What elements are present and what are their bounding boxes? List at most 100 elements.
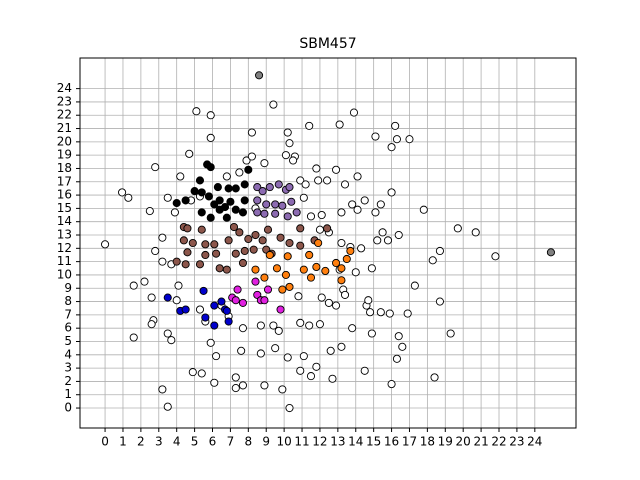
point (129, 281, 138, 290)
point (387, 188, 396, 197)
point (260, 381, 269, 390)
point (206, 133, 215, 142)
point (337, 264, 346, 273)
point (244, 165, 253, 174)
point (260, 159, 269, 168)
point (353, 205, 362, 214)
ticks: 0 1 2 3 4 5 6 7 8 9 10 11 12 13 14 15 16 17 18 19 20 21 22 23 24… (57, 81, 543, 448)
point (183, 224, 192, 233)
point (210, 378, 219, 387)
point (197, 188, 206, 197)
point (174, 281, 183, 290)
point (226, 197, 235, 206)
x-tick-label: 8 (244, 435, 252, 449)
point (258, 236, 267, 245)
point (190, 187, 199, 196)
point (215, 264, 224, 273)
point (378, 228, 387, 237)
point (317, 211, 326, 220)
point (201, 250, 210, 260)
point (306, 273, 316, 282)
point (276, 233, 285, 242)
point (314, 238, 323, 248)
point (306, 212, 316, 221)
point (210, 301, 219, 310)
point (367, 329, 376, 338)
point (385, 309, 394, 318)
x-tick-label: 17 (402, 435, 417, 449)
point (263, 285, 273, 294)
point (387, 380, 396, 389)
point (151, 246, 160, 256)
point (285, 403, 294, 413)
point (274, 180, 283, 189)
point (197, 369, 206, 378)
point (240, 196, 249, 205)
point (231, 384, 240, 393)
point (206, 213, 215, 222)
y-tick-label: 20 (57, 134, 72, 148)
point (260, 296, 269, 305)
y-tick-label: 22 (57, 108, 72, 122)
point (285, 183, 294, 192)
point (391, 121, 400, 130)
y-tick-label: 1 (64, 387, 72, 401)
point (383, 236, 393, 245)
point (491, 252, 500, 261)
point (351, 268, 360, 277)
y-tick-label: 8 (64, 294, 72, 308)
point (317, 293, 326, 302)
point (340, 180, 350, 189)
point (197, 208, 206, 217)
point (271, 209, 280, 218)
point (360, 196, 369, 205)
point (287, 197, 296, 206)
point (371, 208, 380, 217)
point (301, 180, 310, 189)
point (283, 212, 292, 221)
y-tick-label: 21 (57, 121, 72, 135)
point (210, 240, 219, 249)
point (428, 256, 437, 265)
point (360, 366, 369, 375)
point (235, 168, 244, 177)
y-tick-label: 11 (57, 254, 72, 268)
point (238, 208, 247, 217)
plot-frame (79, 57, 577, 429)
point (233, 285, 242, 294)
y-tick-label: 13 (57, 228, 72, 242)
x-tick-label: 20 (456, 435, 471, 449)
point (265, 250, 274, 260)
point (231, 373, 240, 382)
point (188, 238, 197, 248)
x-tick-label: 13 (330, 435, 345, 449)
x-tick-label: 0 (101, 435, 109, 449)
point (258, 187, 267, 196)
point (224, 317, 233, 326)
point (312, 164, 321, 173)
x-tick-label: 12 (312, 435, 327, 449)
x-tick-label: 9 (262, 435, 270, 449)
point (299, 193, 308, 202)
x-tick-label: 23 (509, 435, 524, 449)
point (163, 402, 172, 411)
y-tick-label: 14 (57, 214, 72, 228)
point (321, 266, 330, 275)
point (253, 183, 262, 192)
y-tick-label: 7 (64, 307, 72, 321)
point (238, 324, 247, 333)
point (170, 208, 179, 217)
x-tick-label: 5 (191, 435, 199, 449)
point (315, 225, 324, 234)
point (147, 320, 156, 329)
point (446, 329, 455, 338)
point (405, 135, 414, 144)
point (163, 293, 172, 302)
point (366, 308, 375, 317)
point (172, 199, 181, 208)
point (349, 108, 359, 117)
y-tick-label: 6 (64, 321, 72, 335)
point (238, 298, 247, 307)
point (222, 306, 231, 315)
